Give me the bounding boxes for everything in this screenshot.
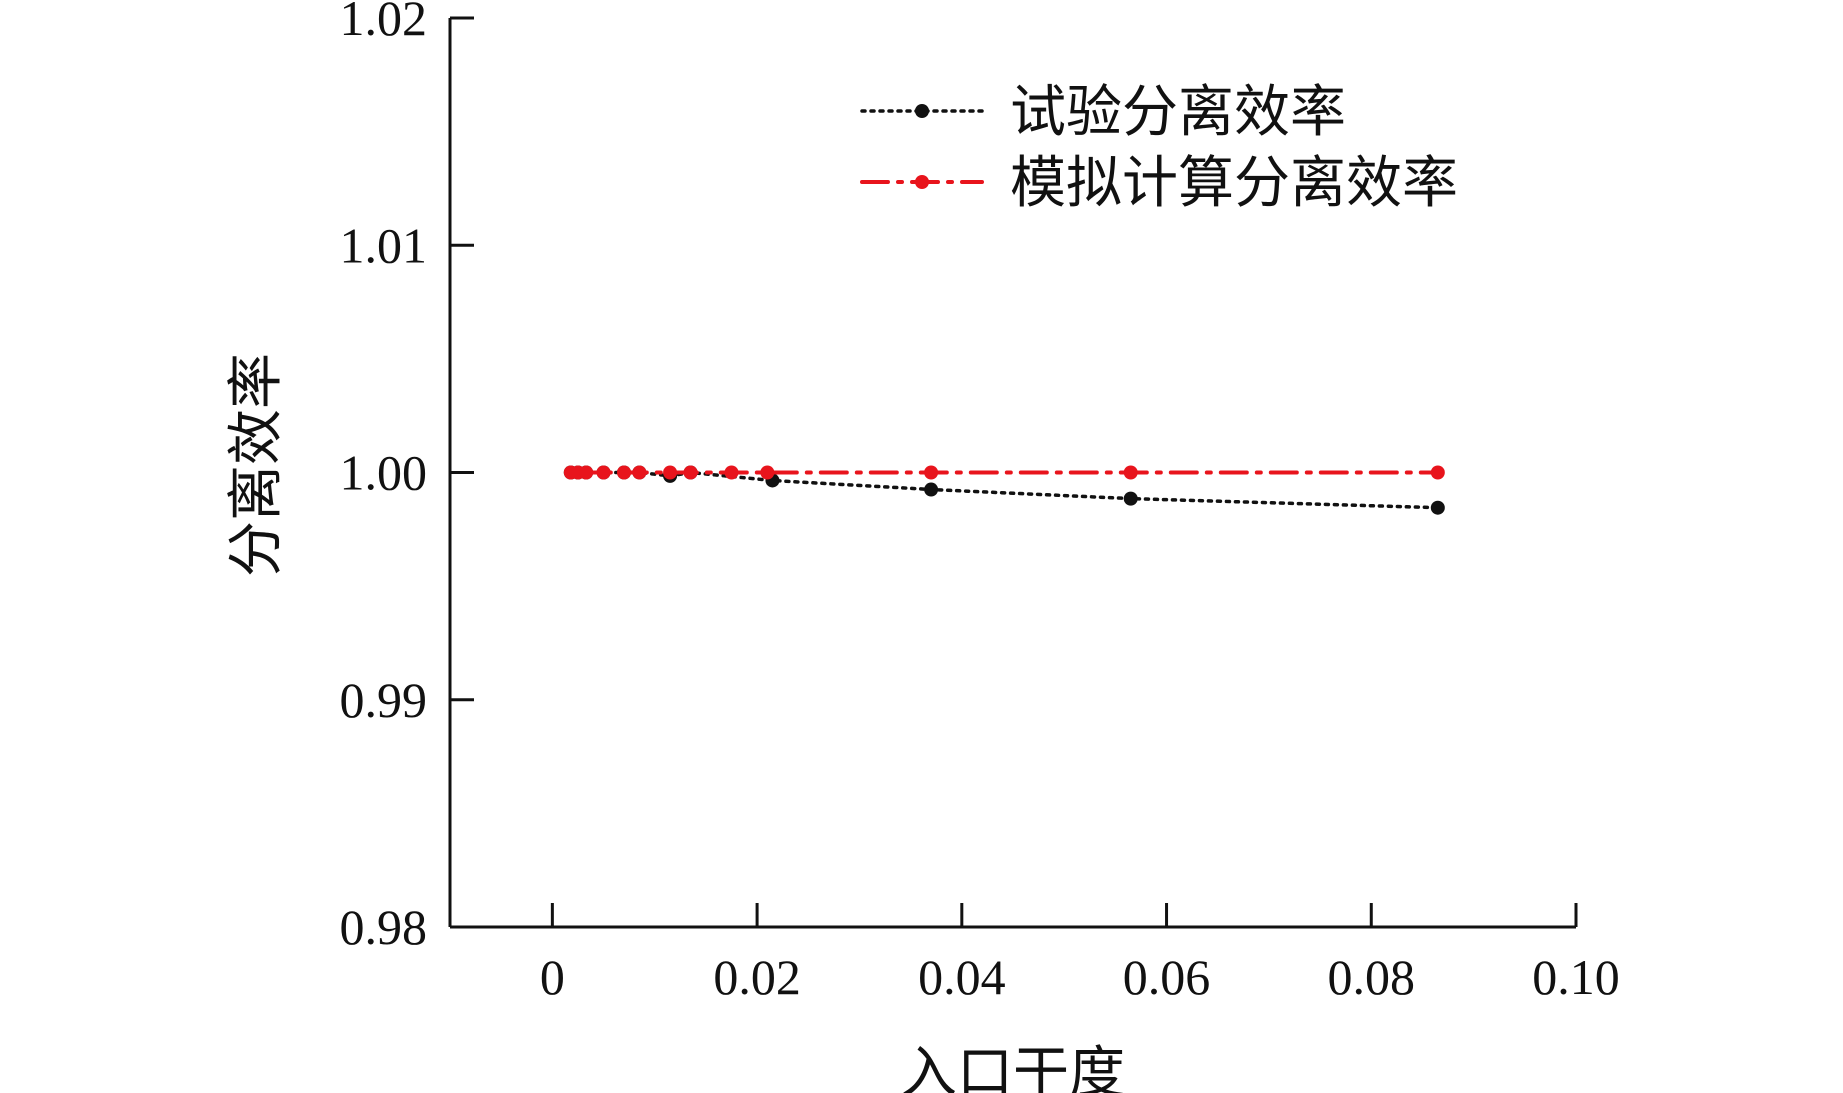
y-tick-label: 0.98 [340, 899, 428, 955]
y-tick-label: 1.02 [340, 0, 428, 46]
data-point [632, 465, 647, 480]
data-point [924, 465, 939, 480]
x-tick-label: 0 [540, 949, 565, 1005]
legend-label: 模拟计算分离效率 [1010, 151, 1458, 216]
data-point [1123, 465, 1138, 480]
data-point [924, 482, 939, 497]
x-tick-label: 0.06 [1123, 949, 1211, 1005]
legend-item: 试验分离效率 [860, 80, 1346, 145]
data-point [1430, 465, 1445, 480]
data-point [617, 465, 632, 480]
y-tick-label: 0.99 [340, 672, 428, 728]
data-point [683, 465, 698, 480]
legend-label: 试验分离效率 [1010, 80, 1346, 145]
data-point [663, 465, 678, 480]
y-tick-label: 1.00 [340, 445, 428, 501]
y-axis-title: 分离效率 [224, 353, 289, 577]
x-tick-label: 0.04 [918, 949, 1006, 1005]
legend-marker [915, 104, 929, 118]
x-tick-label: 0.02 [713, 949, 801, 1005]
x-axis-title: 入口干度 [901, 1041, 1125, 1093]
series-2 [563, 465, 1445, 480]
data-point [1430, 500, 1445, 515]
data-point [1123, 491, 1138, 506]
x-tick-label: 0.08 [1328, 949, 1416, 1005]
legend-marker [915, 175, 929, 189]
x-tick-label: 0.10 [1532, 949, 1620, 1005]
data-point [724, 465, 739, 480]
series-group [563, 465, 1445, 515]
x-ticks: 0 0.02 0.04 0.06 0.08 0.10 [540, 903, 1620, 1005]
legend-item: 模拟计算分离效率 [860, 151, 1458, 216]
data-point [760, 465, 775, 480]
y-tick-label: 1.01 [340, 217, 428, 273]
data-point [579, 465, 594, 480]
series-line [569, 470, 1440, 510]
data-point [596, 465, 611, 480]
y-ticks: 0.98 0.99 1.00 1.01 1.02 [340, 0, 474, 955]
